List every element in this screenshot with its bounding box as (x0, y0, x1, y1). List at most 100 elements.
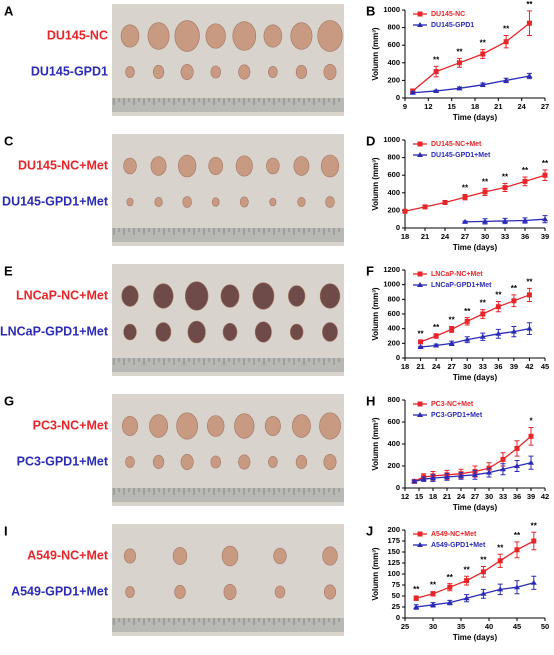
marker (411, 478, 418, 484)
significance-label: ** (526, 277, 533, 286)
x-tick-label: 39 (541, 232, 549, 241)
marker (497, 558, 503, 564)
significance-label: ** (503, 25, 510, 34)
tumor (234, 413, 255, 439)
photo (112, 134, 344, 246)
y-tick-label: 400 (387, 324, 400, 333)
x-tick-label: 30 (481, 232, 489, 241)
y-tick-label: 800 (387, 395, 400, 404)
y-tick-label: 200 (387, 338, 400, 347)
marker (480, 569, 486, 575)
tumor (172, 547, 188, 565)
tumor (123, 323, 137, 341)
significance-label: ** (480, 299, 487, 308)
y-tick-label: 400 (387, 188, 400, 197)
tumor (221, 545, 239, 567)
marker (522, 217, 528, 223)
marker (495, 304, 501, 310)
significance-label: ** (522, 166, 529, 175)
ruler (112, 358, 344, 372)
marker (495, 330, 502, 336)
marker (433, 333, 439, 339)
tumor (288, 285, 306, 307)
group-label: DU145-GPD1+Met (2, 194, 109, 208)
tumor (174, 585, 186, 599)
tumor (232, 21, 257, 51)
significance-label: ** (497, 543, 504, 552)
marker (433, 69, 439, 75)
group-label: A549-GPD1+Met (11, 584, 109, 598)
marker (430, 475, 436, 481)
significance-label: ** (464, 307, 471, 316)
marker (409, 89, 416, 95)
y-axis-label: Volumn (mm³) (371, 287, 380, 341)
x-tick-label: 30 (463, 362, 471, 371)
marker (444, 474, 450, 479)
y-tick-label: 0 (396, 223, 400, 232)
tumor (121, 285, 139, 307)
marker (472, 471, 478, 477)
x-tick-label: 12 (424, 102, 432, 111)
tumor (293, 156, 310, 176)
y-tick-label: 175 (387, 536, 400, 545)
marker (480, 51, 486, 57)
x-tick-label: 12 (401, 492, 409, 501)
tumor (268, 456, 278, 468)
tumor (263, 24, 283, 48)
x-axis-label: Time (days) (453, 633, 498, 642)
marker (486, 469, 492, 475)
tumor (325, 196, 335, 208)
group-label: A549-NC+Met (27, 548, 109, 562)
marker (449, 326, 455, 332)
legend-label: LNCaP-NC+Met (431, 271, 483, 278)
marker (502, 185, 508, 191)
significance-label: ** (462, 184, 469, 193)
marker (530, 579, 537, 585)
tumor (320, 154, 340, 178)
legend-label: PC3-GPD1+Met (431, 412, 483, 419)
marker (448, 340, 455, 346)
legend-label: DU145-NC (431, 11, 465, 18)
x-tick-label: 42 (525, 362, 533, 371)
significance-label: ** (430, 581, 437, 590)
marker (482, 189, 488, 195)
panel-letter: F (366, 263, 374, 278)
marker (417, 344, 424, 349)
x-tick-label: 15 (415, 492, 423, 501)
y-axis-label: Volumn (mm³) (371, 547, 380, 601)
y-tick-label: 800 (387, 23, 400, 32)
tumor (126, 197, 134, 207)
significance-label: ** (480, 556, 487, 565)
marker (542, 216, 548, 222)
tumor (289, 323, 304, 341)
marker (500, 456, 506, 462)
x-tick-label: 27 (541, 102, 549, 111)
tumor (210, 65, 221, 79)
tumor (178, 154, 197, 178)
marker (482, 218, 488, 224)
y-tick-label: 1200 (383, 265, 400, 274)
marker (402, 208, 408, 214)
x-tick-label: 45 (513, 622, 521, 631)
x-tick-label: 33 (479, 362, 487, 371)
x-tick-label: 18 (401, 232, 409, 241)
x-tick-label: 18 (471, 102, 479, 111)
significance-label: ** (531, 521, 538, 530)
group-label: PC3-GPD1+Met (17, 454, 109, 468)
y-tick-label: 0 (396, 483, 400, 492)
series-line (412, 22, 530, 92)
legend-label: DU145-GPD1+Met (431, 152, 491, 159)
x-tick-label: 18 (401, 362, 409, 371)
marker (514, 463, 520, 468)
marker (464, 318, 470, 324)
y-tick-label: 200 (387, 525, 400, 534)
tumor (223, 583, 237, 600)
x-axis-label: Time (days) (453, 113, 498, 122)
marker (430, 601, 436, 607)
y-tick-label: 1000 (383, 5, 400, 14)
tumor (235, 155, 253, 177)
ruler (112, 488, 344, 502)
x-tick-label: 15 (447, 102, 455, 111)
tumor (322, 322, 338, 342)
panel-letter: E (4, 263, 13, 278)
